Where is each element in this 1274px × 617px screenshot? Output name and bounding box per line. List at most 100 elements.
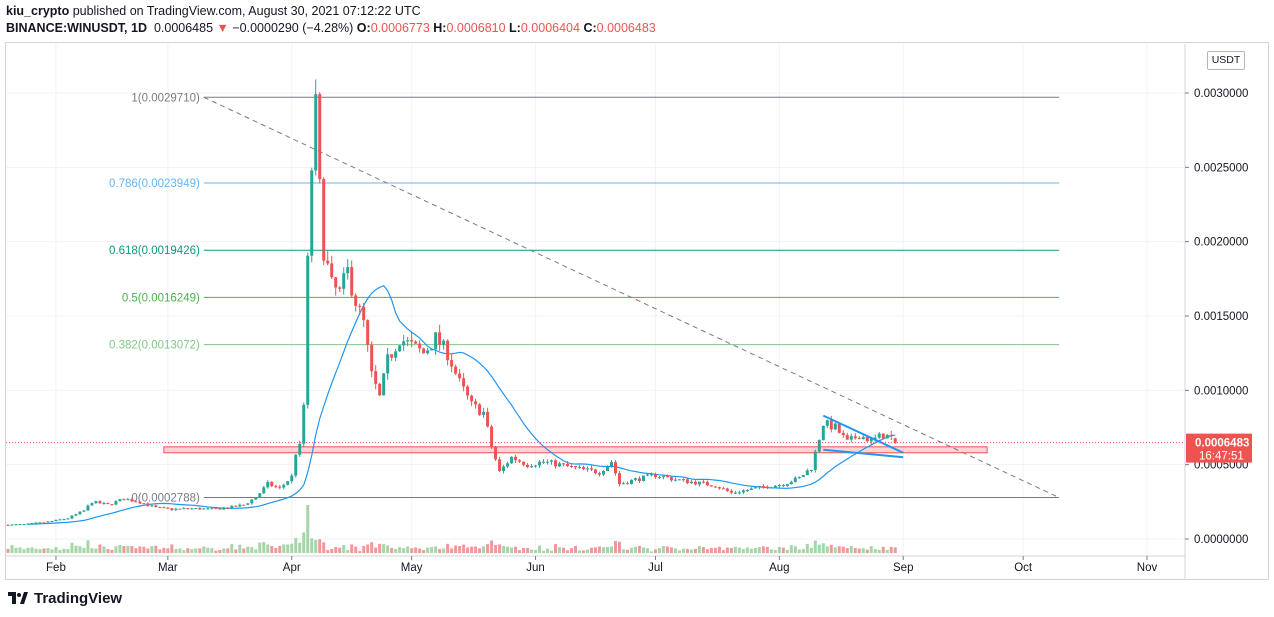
candle-body xyxy=(649,474,653,476)
tradingview-logo-icon xyxy=(8,591,28,607)
candle-body xyxy=(442,340,446,345)
candle-body xyxy=(801,475,805,478)
volume-bar xyxy=(126,546,130,553)
current-price-label: 0.0006483 xyxy=(1195,438,1249,450)
current-price-box xyxy=(1186,433,1252,463)
volume-bar xyxy=(693,548,697,553)
volume-bar xyxy=(306,505,310,553)
candle-body xyxy=(202,508,206,510)
volume-bar xyxy=(398,547,402,553)
candle-body xyxy=(250,499,254,504)
candle-body xyxy=(98,501,102,504)
volume-bar xyxy=(777,546,781,553)
candle-body xyxy=(510,456,514,464)
candle-body xyxy=(126,499,130,501)
candle-body xyxy=(849,436,853,440)
volume-bar xyxy=(741,548,745,553)
candle-body xyxy=(470,395,474,402)
candle-body xyxy=(769,487,773,489)
volume-bar xyxy=(490,540,494,553)
candle-body xyxy=(174,508,178,510)
volume-bar xyxy=(857,548,861,553)
volume-bar xyxy=(414,547,418,553)
volume-bar xyxy=(594,547,597,553)
volume-bar xyxy=(825,546,829,553)
candle-body xyxy=(334,277,338,288)
volume-bar xyxy=(458,546,462,553)
candle-body xyxy=(262,487,266,494)
volume-bar xyxy=(214,550,218,553)
volume-bar xyxy=(522,547,526,553)
volume-bar xyxy=(434,546,438,553)
volume-bar xyxy=(877,549,881,553)
currency-button[interactable]: USDT xyxy=(1207,51,1245,70)
candle-body xyxy=(142,503,146,505)
volume-bar xyxy=(534,550,538,553)
volume-bar xyxy=(42,548,46,553)
volume-bar xyxy=(773,550,777,553)
tradingview-logo[interactable]: TradingView xyxy=(8,590,122,607)
candle-body xyxy=(30,523,34,525)
volume-bar xyxy=(546,548,550,553)
candle-body xyxy=(590,468,594,470)
volume-bar xyxy=(326,550,330,553)
volume-bar xyxy=(162,547,166,553)
volume-bar xyxy=(833,547,837,553)
volume-bar xyxy=(198,548,202,553)
candle-body xyxy=(645,474,649,476)
candle-body xyxy=(310,170,314,256)
time-axis: Feb Mar Apr May Jun Jul Aug Sep Oct Nov xyxy=(46,556,1158,574)
volume-bar xyxy=(270,546,274,553)
candle-body xyxy=(62,519,66,521)
chart-panel[interactable] xyxy=(5,42,1269,580)
volume-bar xyxy=(801,549,805,553)
candle-body xyxy=(118,499,122,502)
candle-body xyxy=(789,482,793,485)
symbol-name[interactable]: BINANCE:WINUSDT, 1D xyxy=(6,21,147,35)
volume-bar xyxy=(82,547,86,553)
candle-body xyxy=(709,485,713,487)
symbol-legend: BINANCE:WINUSDT, 1D 0.0006485 ▼ −0.00002… xyxy=(6,21,656,35)
publisher-name[interactable]: kiu_crypto xyxy=(6,4,70,18)
candle-body xyxy=(266,481,270,488)
fib-level-label: 0.5(0.0016249) xyxy=(122,292,200,304)
candle-body xyxy=(809,470,813,472)
time-tick-label: Mar xyxy=(158,562,178,574)
candle-body xyxy=(721,488,725,490)
candle-body xyxy=(390,354,394,358)
volume-bar xyxy=(74,545,78,553)
candle-body xyxy=(889,434,893,437)
volume-bar xyxy=(486,544,490,553)
volume-bar xyxy=(110,549,114,553)
volume-bar xyxy=(6,548,10,553)
publish-date: published on TradingView.com, August 30,… xyxy=(72,4,421,18)
candle-body xyxy=(34,522,38,524)
candle-body xyxy=(669,477,673,481)
candle-body xyxy=(861,436,865,439)
candle-body xyxy=(550,460,554,462)
candle-body xyxy=(370,344,374,372)
candle-body xyxy=(374,371,378,384)
candle-body xyxy=(534,465,538,467)
candle-body xyxy=(226,507,230,509)
volume-bar xyxy=(242,548,246,553)
fib-level-label: 0.382(0.0013072) xyxy=(109,340,200,352)
volume-bar xyxy=(761,546,765,553)
candle-body xyxy=(298,443,302,455)
volume-bar xyxy=(374,547,378,553)
candle-body xyxy=(613,462,617,474)
volume-bar xyxy=(150,546,154,553)
candle-body xyxy=(494,447,498,460)
candle-body xyxy=(641,475,645,481)
down-arrow-icon: ▼ xyxy=(216,21,229,35)
volume-bar xyxy=(406,546,410,553)
brand-name: TradingView xyxy=(34,590,123,607)
volume-bar xyxy=(190,549,194,553)
candle-body xyxy=(677,479,681,481)
volume-bar xyxy=(849,545,853,553)
volume-bar xyxy=(633,546,637,553)
volume-bar xyxy=(753,547,757,553)
volume-bar xyxy=(578,550,582,553)
volume-bar xyxy=(657,548,661,553)
